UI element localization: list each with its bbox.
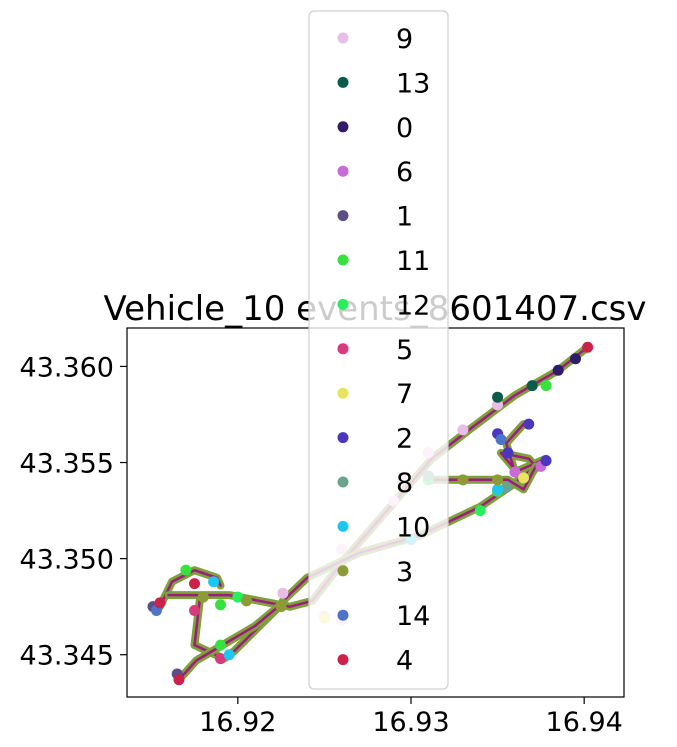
point-series-10-1 — [223, 649, 235, 661]
legend-marker-2 — [337, 432, 349, 444]
track-line-5 — [177, 601, 285, 681]
point-series-3-4 — [492, 474, 504, 486]
point-series-3-2 — [275, 601, 287, 613]
legend-label-11: 11 — [396, 246, 430, 277]
legend-marker-12 — [337, 298, 349, 310]
point-series-7-0 — [518, 472, 530, 484]
point-series-10-3 — [492, 483, 504, 495]
legend-marker-4 — [337, 654, 349, 666]
point-series-11-1 — [215, 599, 227, 611]
point-series-2-2 — [540, 455, 552, 467]
legend-marker-0 — [337, 121, 349, 133]
legend-marker-8 — [337, 476, 349, 488]
point-series-13-1 — [526, 380, 538, 392]
point-series-11-0 — [180, 564, 192, 576]
point-series-3-3 — [457, 474, 469, 486]
legend-label-4: 4 — [396, 646, 413, 677]
legend-marker-3 — [337, 565, 349, 577]
legend-label-7: 7 — [396, 379, 413, 410]
point-series-11-3 — [540, 380, 552, 392]
point-series-9-5 — [492, 399, 504, 411]
legend-label-0: 0 — [396, 113, 413, 144]
point-series-13-0 — [492, 391, 504, 403]
legend-label-10: 10 — [396, 512, 430, 543]
legend-marker-10 — [337, 520, 349, 532]
legend-label-12: 12 — [396, 290, 430, 321]
point-series-0-0 — [552, 364, 564, 376]
point-series-4-0 — [154, 597, 166, 609]
data-points — [147, 341, 594, 686]
point-series-4-1 — [173, 674, 185, 686]
y-tick-label: 43.360 — [20, 352, 114, 383]
legend-marker-5 — [337, 343, 349, 355]
y-tick-label: 43.350 — [20, 545, 114, 576]
point-series-3-1 — [240, 595, 252, 607]
legend-label-3: 3 — [396, 557, 413, 588]
point-series-9-4 — [457, 424, 469, 436]
legend-marker-1 — [337, 210, 349, 222]
legend-marker-13 — [337, 76, 349, 88]
point-series-4-2 — [189, 578, 201, 590]
point-series-12-0 — [232, 591, 244, 603]
x-tick-label: 16.94 — [546, 707, 623, 738]
point-series-0-1 — [570, 353, 582, 365]
x-tick-label: 16.92 — [199, 707, 276, 738]
legend-label-8: 8 — [396, 468, 413, 499]
point-series-9-0 — [277, 587, 289, 599]
point-series-3-0 — [197, 591, 209, 603]
legend-label-2: 2 — [396, 424, 413, 455]
y-tick-label: 43.345 — [20, 641, 114, 672]
point-series-2-3 — [502, 447, 514, 459]
point-series-4-3 — [582, 341, 594, 353]
point-series-2-1 — [523, 418, 535, 430]
x-axis: 16.92 16.93 16.94 — [199, 697, 623, 738]
legend-label-6: 6 — [396, 157, 413, 188]
point-series-5-1 — [215, 653, 227, 665]
legend-marker-7 — [337, 387, 349, 399]
legend-marker-11 — [337, 254, 349, 266]
legend-marker-14 — [337, 609, 349, 621]
y-tick-label: 43.355 — [20, 449, 114, 480]
legend-label-9: 9 — [396, 24, 413, 55]
point-series-5-0 — [189, 605, 201, 617]
legend-label-5: 5 — [396, 335, 413, 366]
legend-label-1: 1 — [396, 202, 413, 233]
legend-marker-9 — [337, 32, 349, 44]
point-series-8-1 — [500, 482, 512, 494]
point-series-14-1 — [495, 433, 507, 445]
legend-marker-6 — [337, 165, 349, 177]
point-series-12-1 — [474, 505, 486, 517]
legend-label-13: 13 — [396, 68, 430, 99]
y-axis: 43.345 43.350 43.355 43.360 — [20, 352, 127, 672]
legend-box — [308, 10, 449, 690]
point-series-10-0 — [208, 576, 220, 588]
point-series-11-4 — [215, 639, 227, 651]
x-tick-label: 16.93 — [372, 707, 449, 738]
point-series-6-0 — [509, 466, 521, 478]
legend-label-14: 14 — [396, 601, 430, 632]
